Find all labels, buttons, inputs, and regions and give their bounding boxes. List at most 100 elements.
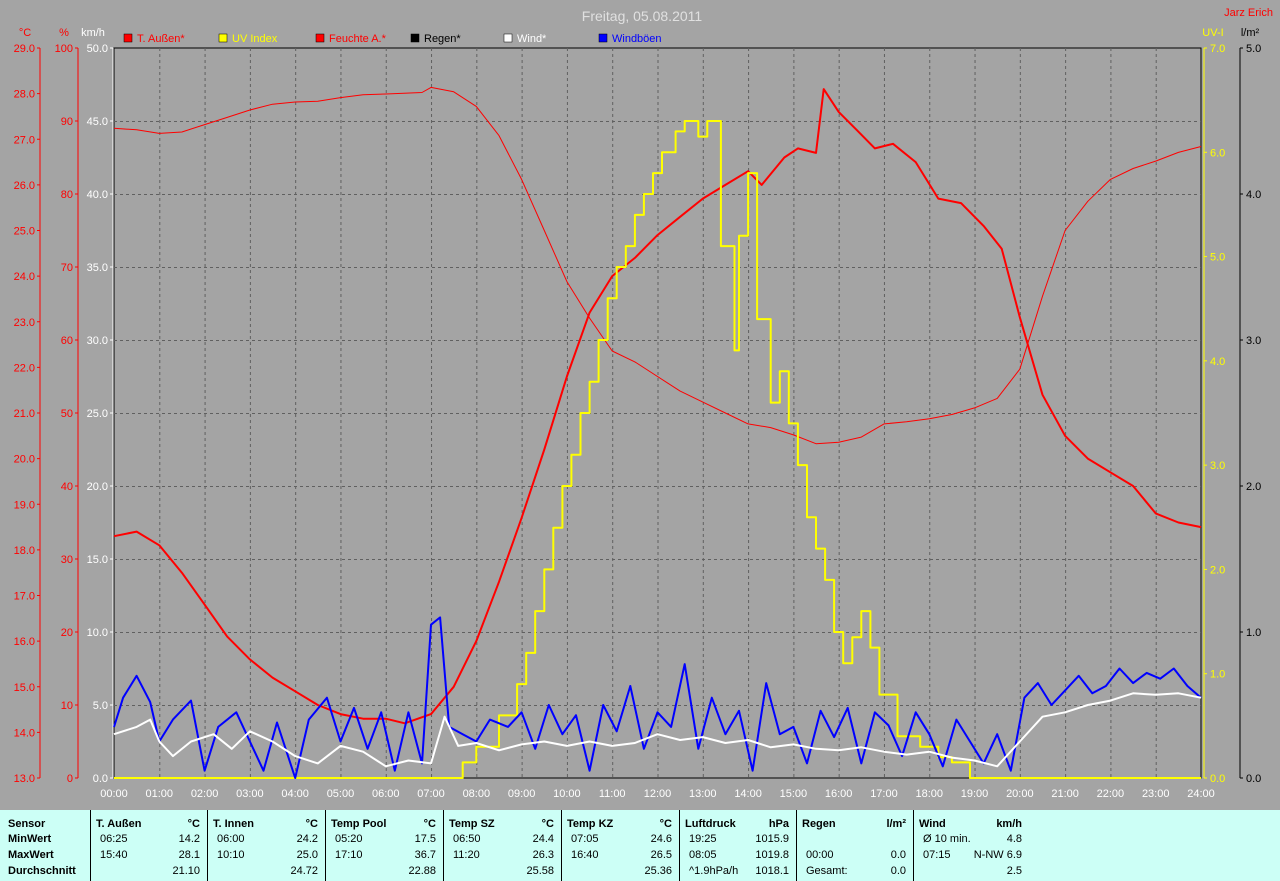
temp-tick-label: 16.0: [14, 636, 35, 648]
stats-max-value: 28.1: [178, 849, 200, 861]
humidity-tick-label: 50: [61, 408, 73, 420]
stats-min-time: 06:25: [100, 833, 128, 845]
uv-tick-label: 5.0: [1210, 252, 1225, 264]
temp-tick-label: 19.0: [14, 499, 35, 511]
x-tick-label: 00:00: [100, 788, 128, 800]
x-tick-label: 13:00: [689, 788, 717, 800]
weather-chart: Freitag, 05.08.2011 Jarz Erich 00:00 01:0…: [13, 7, 1273, 800]
stats-max-time: 10:10: [217, 849, 245, 861]
stats-max-time: 17:10: [335, 849, 363, 861]
stats-sensor-unit: °C: [659, 818, 672, 830]
stats-min-value: 24.2: [296, 833, 318, 845]
x-tick-label: 22:00: [1097, 788, 1125, 800]
temp-tick-label: 27.0: [14, 134, 35, 146]
temp-tick-label: 25.0: [14, 226, 35, 238]
stats-sensor-name: Luftdruck: [685, 818, 736, 830]
stats-max-time: 15:40: [100, 849, 128, 861]
stats-min-time: 05:20: [335, 833, 363, 845]
stats-row-label: Sensor: [8, 818, 46, 830]
stats-sensor-name: Wind: [919, 818, 946, 830]
stats-max-time: 07:15: [923, 849, 951, 861]
temp-tick-label: 22.0: [14, 362, 35, 374]
rain-tick-label: 4.0: [1246, 189, 1261, 201]
stats-avg-label: ^1.9hPa/h: [689, 865, 739, 877]
uv-tick-label: 4.0: [1210, 356, 1225, 368]
stats-avg-value: 25.36: [644, 865, 672, 877]
stats-max-value: 0.0: [890, 849, 906, 861]
stats-min-value: 17.5: [414, 833, 436, 845]
stats-avg-value: 25.58: [526, 865, 554, 877]
stats-sensor-unit: °C: [423, 818, 436, 830]
legend-swatch: [598, 33, 608, 43]
x-tick-label: 21:00: [1051, 788, 1079, 800]
stats-min-value: 24.4: [532, 833, 554, 845]
legend-swatch: [218, 33, 228, 43]
x-tick-label: 12:00: [644, 788, 672, 800]
stats-sensor-unit: °C: [305, 818, 318, 830]
temp-tick-label: 23.0: [14, 317, 35, 329]
stats-avg-value: 22.88: [408, 865, 436, 877]
rain-tick-label: 1.0: [1246, 627, 1261, 639]
x-tick-label: 11:00: [599, 788, 626, 800]
humidity-tick-label: 60: [61, 335, 73, 347]
stats-max-value: 1019.8: [755, 849, 789, 861]
temp-tick-label: 28.0: [14, 89, 35, 101]
stats-sensor-name: Regen: [802, 818, 836, 830]
series-line-t-au-en: [113, 88, 1202, 725]
series-layer: [113, 86, 1202, 779]
x-tick-label: 17:00: [870, 788, 898, 800]
x-tick-label: 04:00: [281, 788, 309, 800]
axes: 00:00 01:00 02:00 03:00 04:00 05:00 06:00 07:00…: [14, 27, 1262, 800]
humidity-tick-label: 10: [61, 700, 73, 712]
x-tick-label: 05:00: [327, 788, 355, 800]
legend-swatch: [315, 33, 325, 43]
x-tick-label: 19:00: [961, 788, 989, 800]
legend-swatch: [410, 33, 420, 43]
series-line-wind: [113, 692, 1202, 768]
stats-max-time: 00:00: [806, 849, 834, 861]
stats-avg-value: 1018.1: [755, 865, 789, 877]
temp-axis-unit: °C: [19, 27, 31, 39]
x-tick-label: 15:00: [780, 788, 808, 800]
x-tick-label: 14:00: [734, 788, 762, 800]
stats-max-value: N-NW 6.9: [973, 849, 1022, 861]
x-tick-label: 06:00: [372, 788, 400, 800]
stats-sensor-unit: km/h: [996, 818, 1022, 830]
series-line-feuchte-a: [113, 86, 1202, 445]
stats-column: T. Außen °C 06:25 14.2 15:40 28.1 21.10: [90, 810, 208, 881]
temp-tick-label: 29.0: [14, 43, 35, 55]
stats-min-time: 06:00: [217, 833, 245, 845]
wind-tick-label: 45.0: [87, 116, 108, 128]
stats-column: Temp SZ °C 06:50 24.4 11:20 26.3 25.58: [443, 810, 562, 881]
stats-min-time: 07:05: [571, 833, 599, 845]
wind-tick-label: 0.0: [93, 773, 108, 785]
wind-tick-label: 20.0: [87, 481, 108, 493]
stats-column: Temp Pool °C 05:20 17.5 17:10 36.7 22.88: [325, 810, 444, 881]
stats-max-time: 08:05: [689, 849, 717, 861]
legend-swatch: [503, 33, 513, 43]
humidity-tick-label: 70: [61, 262, 73, 274]
legend: T. Außen* UV Index Feuchte A.* Regen* Wind* W…: [123, 33, 662, 45]
temp-tick-label: 20.0: [14, 454, 35, 466]
stats-row-label: MinWert: [8, 833, 52, 845]
x-tick-label: 16:00: [825, 788, 853, 800]
rain-tick-label: 0.0: [1246, 773, 1261, 785]
wind-axis-unit: km/h: [81, 27, 105, 39]
rain-tick-label: 5.0: [1246, 43, 1261, 55]
grid: [113, 47, 1202, 779]
stats-max-value: 26.5: [650, 849, 672, 861]
legend-swatch: [123, 33, 133, 43]
wind-tick-label: 25.0: [87, 408, 108, 420]
x-tick-label: 10:00: [553, 788, 581, 800]
humidity-tick-label: 0: [67, 773, 73, 785]
x-tick-label: 07:00: [417, 788, 445, 800]
stats-max-value: 36.7: [414, 849, 436, 861]
temp-tick-label: 17.0: [14, 591, 35, 603]
stats-min-value: 4.8: [1006, 833, 1022, 845]
stats-sensor-name: Temp KZ: [567, 818, 614, 830]
legend-label: Regen*: [424, 33, 461, 45]
stats-sensor-unit: °C: [187, 818, 200, 830]
chart-author: Jarz Erich: [1224, 7, 1273, 19]
temp-tick-label: 18.0: [14, 545, 35, 557]
stats-column: Wind km/h Ø 10 min. 4.8 07:15 N-NW 6.9 2.5: [913, 810, 1030, 881]
